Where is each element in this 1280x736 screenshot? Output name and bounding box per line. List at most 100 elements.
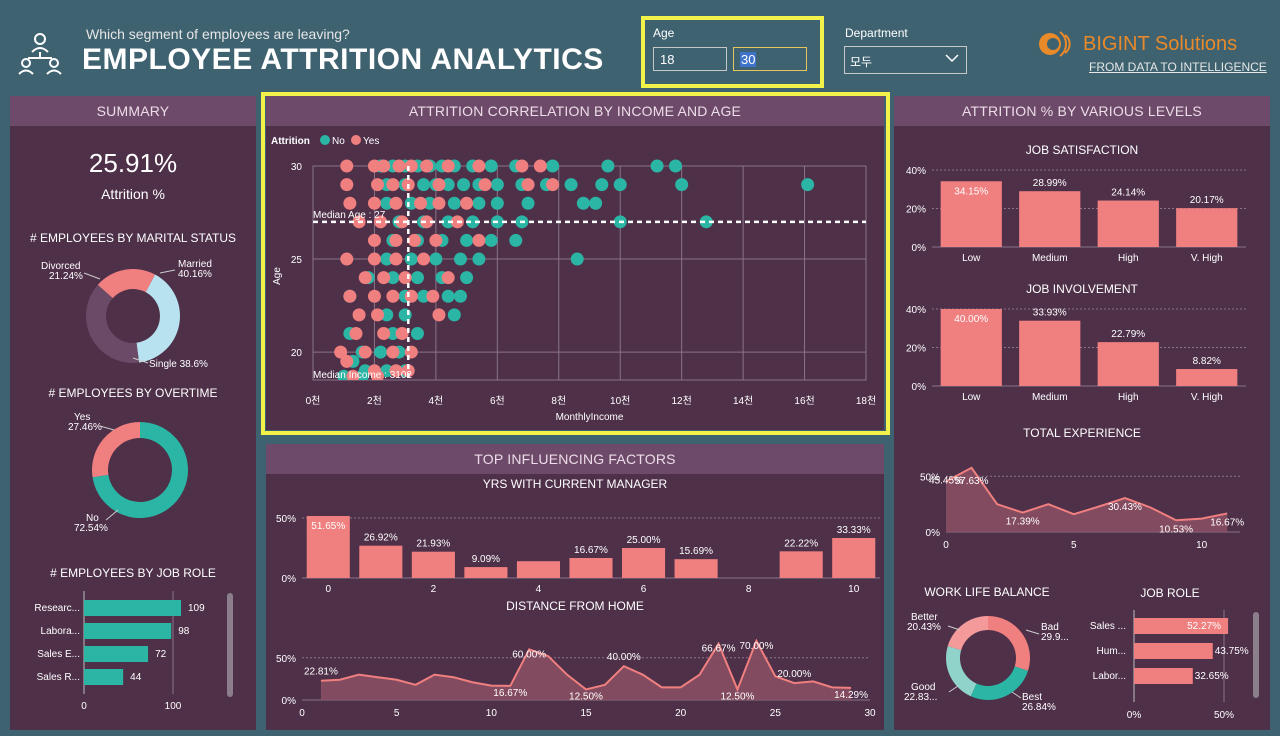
distance-x-tick: 25 — [770, 708, 782, 719]
scatter-point-no — [595, 178, 609, 192]
scatter-point-no — [380, 252, 394, 266]
scatter-point-yes — [426, 289, 440, 303]
distance-x-tick: 20 — [675, 708, 687, 719]
involvement-bar-label: 40.00% — [954, 314, 988, 325]
satisfaction-bar — [1019, 191, 1081, 247]
involvement-x-tick: V. High — [1191, 392, 1223, 403]
scatter-point-no — [447, 308, 461, 322]
scatter-point-yes — [343, 196, 357, 210]
distance-area — [320, 640, 852, 700]
marital-label-single: Single 38.6% — [149, 359, 208, 370]
marital-slice-single — [86, 284, 140, 363]
satisfaction-y-tick: 40% — [906, 166, 926, 177]
wlb-label-bad: Bad — [1041, 622, 1059, 633]
overtime-label-no: No — [86, 513, 99, 524]
satisfaction-bar-label: 20.17% — [1190, 195, 1224, 206]
scatter-point-no — [613, 178, 627, 192]
brand-tagline-link[interactable]: FROM DATA TO INTELLIGENCE — [1089, 60, 1267, 74]
level-jobrole-bar — [1134, 668, 1193, 684]
manager-bar-label: 16.67% — [574, 545, 608, 556]
scatter-point-no — [484, 233, 498, 247]
experience-point-label: 45.45% — [929, 475, 963, 486]
wlb-leader-better — [947, 625, 961, 631]
scatter-point-no — [410, 326, 424, 340]
jobrole-count-value: 44 — [130, 672, 142, 683]
scatter-y-tick: 25 — [291, 255, 303, 266]
median-income-label: Median Income : 3102 — [313, 370, 412, 381]
overtime-leader-yes — [99, 425, 115, 431]
manager-chart: 0% 50% 51.65% 26.92% 21.93% 9.09% 16.67% 25.00%… — [276, 514, 880, 594]
manager-bar-label: 22.22% — [784, 538, 818, 549]
distance-chart: 0% 50% 22.81% 16.67% 60.00% 12.50% 40.00% 66.67… — [276, 638, 876, 719]
jobrole-count-title: # EMPLOYEES BY JOB ROLE — [50, 566, 216, 580]
distance-point-label: 40.00% — [607, 652, 641, 663]
jobrole-count-value: 109 — [188, 603, 205, 614]
level-jobrole-label: Labor... — [1093, 671, 1126, 682]
level-jobrole-chart: Sales ... 52.27% Hum... 43.75% Labor... 32.65… — [1090, 610, 1249, 721]
scatter-point-no — [404, 252, 418, 266]
level-jobrole-label: Sales ... — [1090, 621, 1126, 632]
manager-bar — [411, 551, 455, 578]
age-min-input[interactable]: 18 — [653, 47, 727, 71]
department-label: Department — [845, 26, 908, 40]
marital-slice-divorced — [97, 269, 156, 299]
scatter-point-yes — [395, 326, 409, 340]
distance-title: DISTANCE FROM HOME — [506, 599, 644, 613]
manager-bar-label: 15.69% — [679, 546, 713, 557]
wlb-leader-good — [948, 685, 959, 693]
distance-point-label: 12.50% — [569, 691, 603, 702]
scatter-point-no — [386, 271, 400, 285]
distance-point-label: 20.00% — [777, 669, 811, 680]
scatter-point-yes — [392, 159, 406, 173]
page-title: EMPLOYEE ATTRITION ANALYTICS — [82, 43, 604, 76]
scatter-heading: ATTRITION CORRELATION BY INCOME AND AGE — [266, 96, 884, 126]
scatter-point-no — [380, 196, 394, 210]
scatter-x-tick: 16천 — [794, 395, 814, 407]
scatter-y-tick: 20 — [291, 348, 303, 359]
involvement-bar-label: 8.82% — [1193, 356, 1221, 367]
jobrole-count-label: Researc... — [34, 603, 80, 614]
manager-x-tick: 6 — [641, 584, 647, 594]
scatter-point-yes — [478, 178, 492, 192]
distance-point-label: 66.67% — [702, 644, 736, 655]
scatter-point-yes — [349, 326, 363, 340]
jobrole-scrollbar[interactable] — [227, 593, 233, 697]
distance-x-tick: 5 — [394, 708, 400, 719]
scatter-x-tick: 12천 — [672, 395, 692, 407]
level-jobrole-scrollbar[interactable] — [1253, 612, 1259, 698]
age-max-input[interactable]: 30 — [733, 47, 807, 71]
distance-x-tick: 30 — [864, 708, 876, 719]
scatter-point-no — [699, 215, 713, 229]
scatter-point-yes — [389, 252, 403, 266]
scatter-point-yes — [340, 178, 354, 192]
manager-x-tick: 0 — [325, 584, 331, 594]
manager-x-tick: 4 — [536, 584, 542, 594]
scatter-x-tick: 18천 — [856, 395, 876, 407]
scatter-point-yes — [371, 369, 385, 380]
scatter-point-no — [417, 178, 431, 192]
wlb-slice-best — [970, 666, 1029, 700]
job-involvement-title: JOB INVOLVEMENT — [1026, 282, 1138, 296]
scatter-point-no — [447, 196, 461, 210]
experience-point-label: 10.53% — [1159, 524, 1193, 535]
scatter-point-no — [380, 308, 394, 322]
marital-label-divorced: Divorced — [41, 261, 80, 272]
satisfaction-bar-label: 24.14% — [1111, 188, 1145, 199]
scatter-point-yes — [367, 196, 381, 210]
involvement-x-tick: Medium — [1032, 392, 1068, 403]
scatter-point-yes — [371, 308, 385, 322]
scatter-point-no — [669, 159, 683, 173]
total-experience-chart: 0% 50%45.45%57.63% 17.39% 30.43% 10.53% 16.67… — [920, 466, 1244, 551]
scatter-point-yes — [521, 178, 535, 192]
involvement-bar — [1097, 342, 1159, 386]
department-dropdown[interactable]: 모두 — [844, 46, 967, 74]
scatter-legend-yes: Yes — [363, 136, 379, 147]
experience-y-tick: 50% — [920, 472, 940, 483]
factors-heading: TOP INFLUENCING FACTORS — [266, 444, 884, 474]
experience-x-tick: 10 — [1196, 540, 1208, 551]
scatter-point-yes — [533, 159, 547, 173]
manager-bar — [674, 559, 718, 578]
scatter-point-no — [570, 252, 584, 266]
